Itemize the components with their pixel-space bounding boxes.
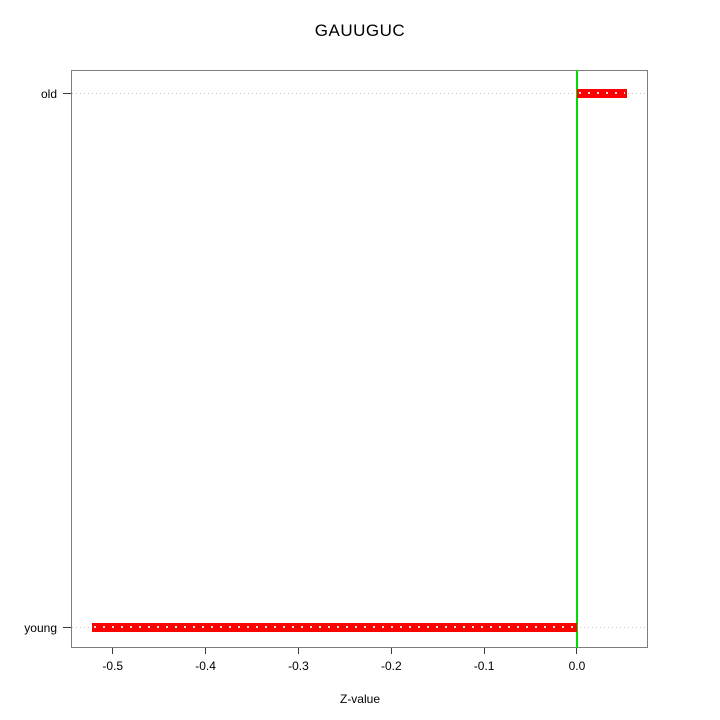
x-axis-tick bbox=[112, 648, 114, 654]
x-axis-tick-label: -0.1 bbox=[473, 659, 495, 673]
range-bar-young bbox=[92, 622, 577, 632]
x-axis-tick-label: 0.0 bbox=[568, 659, 586, 673]
plot-area bbox=[71, 70, 648, 648]
y-axis-tick-old bbox=[63, 93, 71, 94]
x-axis-tick bbox=[483, 648, 485, 654]
y-axis-label-old: old bbox=[40, 86, 57, 101]
y-axis-label-young: young bbox=[24, 620, 57, 635]
chart-title: GAUUGUC bbox=[314, 21, 406, 40]
x-axis-tick-label: -0.4 bbox=[195, 659, 216, 673]
x-axis-tick bbox=[576, 648, 578, 654]
x-axis-tick-label: -0.2 bbox=[380, 659, 402, 673]
x-axis-tick bbox=[205, 648, 207, 654]
zero-reference-line bbox=[575, 70, 578, 648]
x-axis-tick bbox=[297, 648, 299, 654]
y-axis-tick-young bbox=[63, 627, 71, 629]
x-axis-tick bbox=[390, 648, 392, 654]
range-bar-old bbox=[576, 88, 628, 98]
bar-dot-pattern bbox=[94, 626, 575, 629]
gridline-old bbox=[72, 93, 647, 94]
x-axis-tick-label: -0.5 bbox=[102, 659, 124, 673]
x-axis-tick-label: -0.3 bbox=[288, 659, 309, 673]
x-axis-title: Z-value bbox=[339, 692, 380, 706]
bar-dot-pattern bbox=[578, 92, 626, 94]
